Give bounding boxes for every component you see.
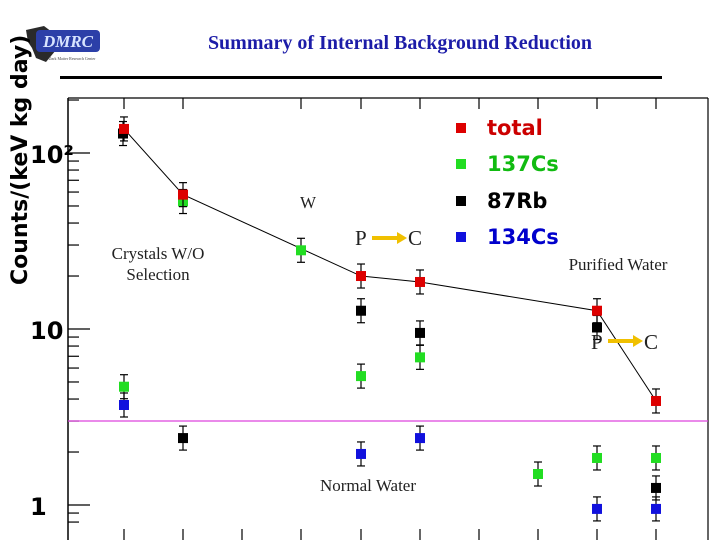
data-point-134cs: [356, 441, 366, 467]
marker-137cs: [592, 452, 602, 463]
arrow-p-to-c-purified: [608, 335, 643, 347]
data-point-87rb: [356, 298, 366, 324]
marker-87rb: [356, 305, 366, 316]
marker-134cs: [651, 503, 661, 514]
legend-swatch-total: [456, 123, 466, 133]
total-connector-group: [123, 128, 657, 402]
slide-title: Summary of Internal Background Reduction: [207, 32, 593, 54]
data-point-134cs: [415, 425, 425, 451]
legend-swatch-134cs: [456, 232, 466, 242]
marker-total: [415, 276, 425, 287]
arrow-p-to-c: [372, 232, 407, 244]
legend-label-87rb: 87Rb: [487, 189, 547, 213]
y-tick-label: 1: [30, 493, 47, 521]
marker-134cs: [592, 503, 602, 514]
axes: 1 10 10²: [30, 97, 709, 540]
data-point-137cs: [296, 237, 306, 263]
annotation-selection: Selection: [126, 265, 190, 284]
data-point-134cs: [119, 392, 129, 418]
title-divider: [60, 76, 662, 79]
data-point-total: [119, 116, 129, 142]
annotations: Crystals W/O Selection W P C Purified Water P C…: [112, 193, 668, 495]
marker-137cs: [356, 371, 366, 382]
marker-137cs: [533, 469, 543, 480]
annotation-p2: P: [591, 330, 603, 354]
marker-134cs: [119, 399, 129, 410]
annotation-w: W: [300, 193, 317, 212]
arrow-head: [397, 232, 407, 244]
marker-total: [592, 305, 602, 316]
chart-area: 1 10 10² total 137Cs 87Rb 134Cs Crystals W/O S…: [0, 34, 720, 540]
legend-label-134cs: 134Cs: [487, 225, 559, 249]
marker-134cs: [356, 448, 366, 459]
data-point-total: [651, 388, 661, 414]
data-point-total: [415, 269, 425, 295]
marker-total: [356, 271, 366, 282]
marker-137cs: [415, 352, 425, 363]
marker-87rb: [651, 482, 661, 493]
data-point-137cs: [415, 344, 425, 370]
annotation-purified-water: Purified Water: [569, 255, 668, 274]
total-connector-line: [123, 128, 657, 402]
data-point-87rb: [178, 425, 188, 451]
legend-label-total: total: [487, 116, 543, 140]
marker-137cs: [651, 452, 661, 463]
data-point-total: [178, 182, 188, 208]
marker-87rb: [592, 322, 602, 333]
marker-87rb: [178, 433, 188, 444]
y-axis-label: Counts/(keV kg day): [8, 34, 33, 285]
arrow-head: [633, 335, 643, 347]
annotation-c2: C: [644, 330, 658, 354]
logo-plate: [36, 30, 100, 52]
data-marks: [118, 116, 661, 522]
marker-134cs: [415, 433, 425, 444]
data-point-137cs: [592, 445, 602, 471]
annotation-normal-water: Normal Water: [320, 476, 416, 495]
data-point-total: [356, 263, 366, 289]
logo-subtitle: Dark Matter Research Center: [49, 56, 97, 61]
logo-text: DMRC: [42, 32, 94, 51]
data-point-87rb: [415, 320, 425, 346]
annotation-c1: C: [408, 226, 422, 250]
marker-total: [651, 395, 661, 406]
legend: total 137Cs 87Rb 134Cs: [456, 116, 559, 249]
data-point-137cs: [356, 363, 366, 389]
annotation-crystals: Crystals W/O: [112, 244, 205, 263]
y-tick-label: 10²: [30, 141, 74, 169]
data-point-134cs: [592, 496, 602, 522]
data-point-137cs: [533, 461, 543, 487]
data-point-total: [592, 298, 602, 324]
marker-total: [178, 189, 188, 200]
legend-swatch-137cs: [456, 159, 466, 169]
marker-137cs: [296, 245, 306, 256]
y-tick-label: 10: [30, 317, 63, 345]
marker-87rb: [415, 327, 425, 338]
data-point-137cs: [651, 445, 661, 471]
dmrc-logo: DMRC Dark Matter Research Center: [26, 26, 100, 62]
marker-137cs: [119, 381, 129, 392]
legend-swatch-87rb: [456, 196, 466, 206]
legend-label-137cs: 137Cs: [487, 152, 559, 176]
data-point-134cs: [651, 496, 661, 522]
annotation-p1: P: [355, 226, 367, 250]
chart-svg: 1 10 10² total 137Cs 87Rb 134Cs Crystals W/O S…: [30, 97, 709, 540]
marker-total: [119, 123, 129, 134]
